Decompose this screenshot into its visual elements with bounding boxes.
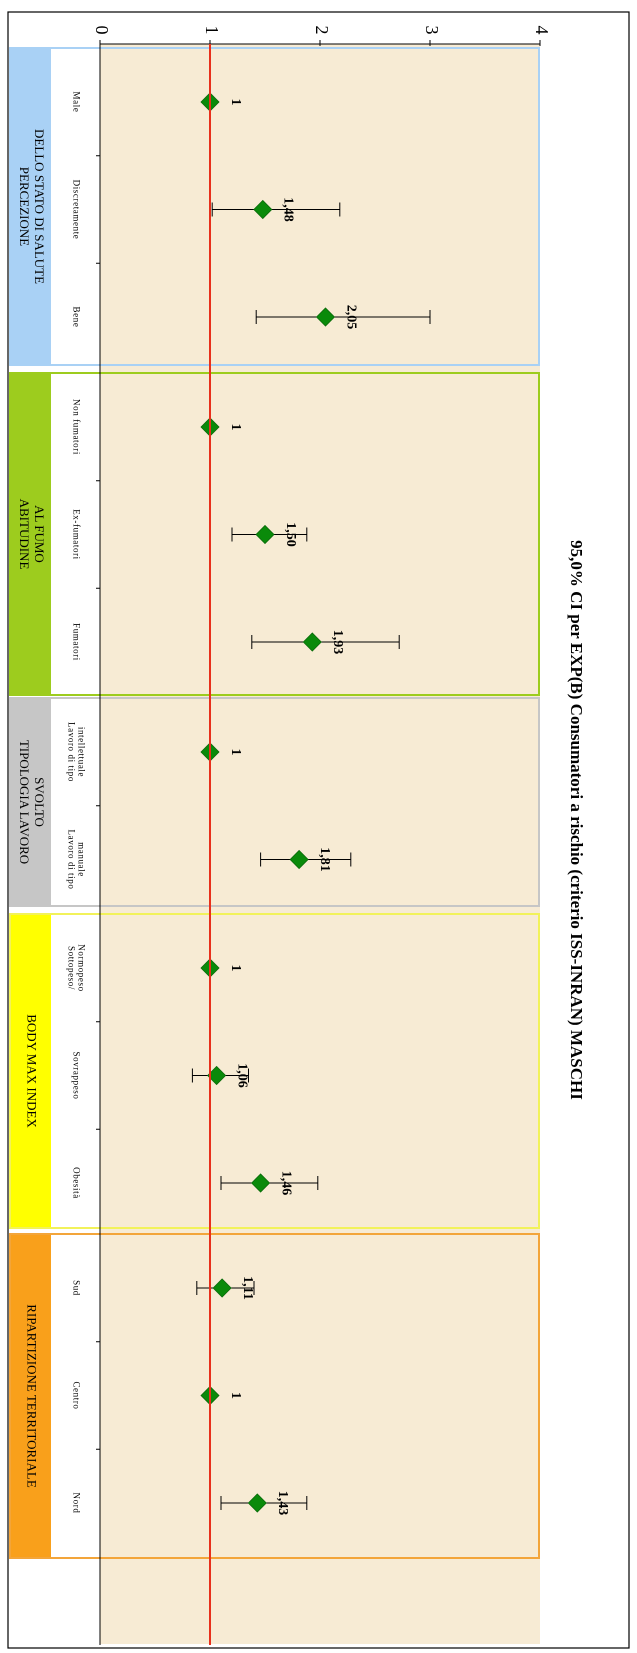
category-label-band bbox=[51, 373, 100, 695]
data-label: 1,50 bbox=[283, 522, 298, 547]
point-marker bbox=[251, 1173, 271, 1193]
data-label: 1 bbox=[228, 424, 243, 431]
category-label-band bbox=[51, 1234, 100, 1558]
data-label: 1 bbox=[228, 1392, 243, 1399]
group-frame bbox=[9, 1233, 540, 1559]
group-label-band bbox=[10, 1234, 51, 1558]
point-marker bbox=[247, 1493, 267, 1513]
point-marker bbox=[207, 1065, 227, 1086]
axis-tick-label: 4 bbox=[532, 26, 552, 35]
category-label-band bbox=[51, 914, 100, 1228]
point-marker bbox=[212, 1278, 232, 1298]
category-label: Obesità bbox=[71, 1167, 81, 1199]
axis-tick-label: 1 bbox=[202, 26, 222, 35]
category-label: Ex-fumatori bbox=[71, 509, 81, 560]
group-frame bbox=[9, 697, 540, 907]
group-label: ABITUDINE bbox=[17, 499, 32, 570]
data-label: 1 bbox=[228, 99, 243, 106]
point-marker bbox=[253, 199, 273, 220]
category-label: Sovrappeso bbox=[71, 1052, 81, 1100]
data-label: 1,48 bbox=[281, 197, 296, 222]
group-label: PERCEZIONE bbox=[17, 167, 32, 247]
category-label: Bene bbox=[71, 307, 81, 328]
category-label: Non fumatori bbox=[71, 399, 81, 455]
category-label: Male bbox=[71, 92, 81, 113]
category-label: Lavoro di tipo bbox=[66, 722, 76, 782]
group-label: AL FUMO bbox=[32, 505, 47, 563]
point-marker bbox=[289, 849, 309, 870]
group-frame bbox=[9, 372, 540, 696]
data-label: 1,06 bbox=[234, 1063, 249, 1088]
category-label: Centro bbox=[71, 1381, 81, 1409]
group-label: RIPARTIZIONE TERRITORIALE bbox=[25, 1304, 40, 1488]
point-marker bbox=[255, 524, 275, 545]
axis-tick-label: 0 bbox=[92, 26, 112, 35]
category-label-band bbox=[51, 48, 100, 365]
chart-title: 95,0% CI per EXP(B) Consumatori a rischi… bbox=[567, 540, 586, 1100]
category-label: Sud bbox=[71, 1280, 81, 1296]
data-label: 2,05 bbox=[343, 305, 358, 330]
group-label: BODY MAX INDEX bbox=[25, 1014, 40, 1128]
data-label: 1,93 bbox=[330, 630, 345, 655]
category-label: Sottopeso/ bbox=[66, 946, 76, 990]
plot-area bbox=[100, 44, 540, 1644]
category-label: Nord bbox=[71, 1493, 81, 1514]
group-label-band bbox=[10, 373, 51, 695]
data-label: 1 bbox=[228, 749, 243, 756]
data-label: 1,81 bbox=[317, 847, 332, 872]
data-label: 1,11 bbox=[240, 1276, 255, 1300]
axis-tick-label: 3 bbox=[422, 26, 442, 35]
group-label-band bbox=[10, 48, 51, 365]
category-label: manuale bbox=[76, 842, 86, 877]
group-frame bbox=[9, 913, 540, 1229]
category-label: Discretamente bbox=[71, 180, 81, 240]
axis-tick-label: 2 bbox=[312, 26, 332, 35]
data-label: 1,46 bbox=[278, 1171, 293, 1196]
group-label-band bbox=[10, 914, 51, 1228]
category-label: Lavoro di tipo bbox=[66, 830, 76, 890]
category-label: intellettuale bbox=[76, 727, 86, 777]
chart-frame bbox=[7, 11, 630, 1649]
group-label: SVOLTO bbox=[32, 777, 47, 827]
group-label: DELLO STATO DI SALUTE bbox=[32, 129, 47, 284]
point-marker bbox=[315, 307, 336, 327]
category-label: Fumatori bbox=[71, 623, 81, 661]
point-marker bbox=[302, 632, 322, 652]
group-label: TIPOLOGIA LAVORO bbox=[17, 740, 32, 864]
category-label-band bbox=[51, 698, 100, 906]
category-label: Normopeso bbox=[76, 944, 86, 991]
group-frame bbox=[9, 47, 540, 366]
data-label: 1,43 bbox=[275, 1491, 290, 1516]
group-label-band bbox=[10, 698, 51, 906]
data-label: 1 bbox=[228, 965, 243, 972]
